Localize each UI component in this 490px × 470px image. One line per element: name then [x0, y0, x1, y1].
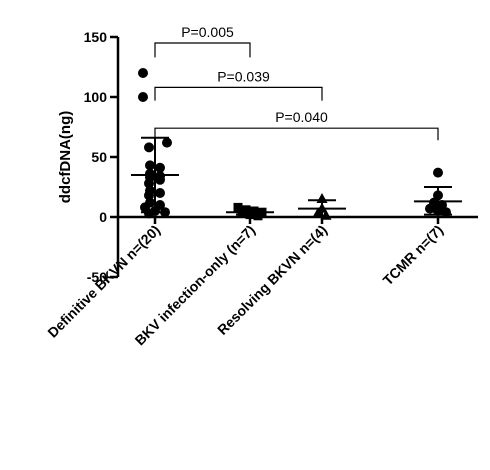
comparison-bracket: [154, 86, 323, 101]
data-point: [155, 188, 165, 198]
data-point: [155, 174, 165, 185]
error-bars: [131, 136, 462, 218]
data-point: [312, 207, 324, 218]
data-point: [316, 193, 328, 203]
y-axis-title: ddcfDNA(ng): [57, 111, 74, 203]
x-tick-label: TCMR n=(7): [380, 222, 447, 289]
p-value-label: P=0.005: [181, 24, 234, 40]
data-point: [138, 92, 148, 102]
data-point: [245, 210, 255, 220]
data-point: [155, 162, 165, 173]
p-value-label: P=0.039: [217, 68, 270, 84]
data-point: [162, 137, 172, 148]
data-point: [144, 142, 154, 153]
data-point: [320, 209, 332, 220]
data-point: [160, 207, 170, 218]
data-point: [144, 208, 154, 219]
data-point: [138, 68, 148, 78]
data-points: [138, 68, 451, 221]
data-point: [425, 203, 435, 214]
comparison-bracket: [154, 42, 251, 58]
comparison-bracket: [154, 127, 439, 141]
data-point: [441, 207, 451, 218]
y-tick-label: 50: [91, 149, 107, 165]
y-tick-label: 0: [99, 209, 107, 225]
y-tick-label: 150: [84, 29, 108, 45]
axes: [110, 35, 478, 279]
y-tick-label: 100: [84, 89, 108, 105]
data-point: [433, 206, 443, 216]
y-tick-label: -50: [87, 269, 107, 285]
data-point: [237, 208, 247, 218]
data-point: [253, 211, 263, 221]
significance-brackets: P=0.005 P=0.039 P=0.040: [154, 24, 439, 141]
data-point: [233, 202, 243, 212]
data-point: [433, 167, 443, 178]
data-point: [145, 160, 155, 171]
p-value-label: P=0.040: [275, 109, 328, 125]
